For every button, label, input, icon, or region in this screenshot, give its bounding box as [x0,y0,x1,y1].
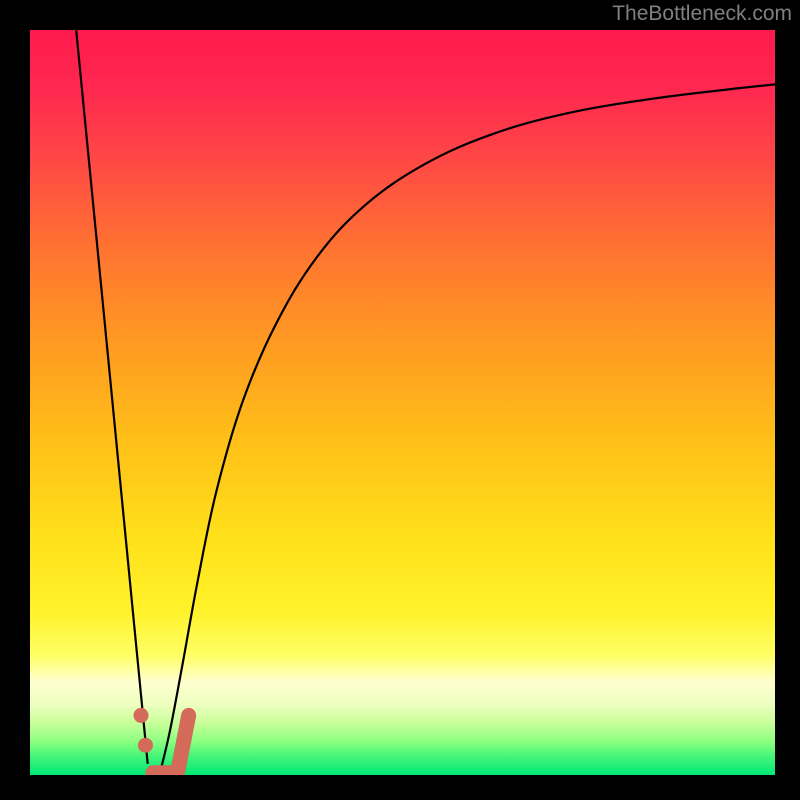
curve-left-descend [76,30,148,764]
chart-plot-area [30,30,775,775]
marker-dot-0 [134,708,149,723]
marker-dot-1 [138,738,153,753]
watermark-text: TheBottleneck.com [612,2,792,26]
curve-right-ascend [160,84,775,771]
curves-layer [30,30,775,775]
